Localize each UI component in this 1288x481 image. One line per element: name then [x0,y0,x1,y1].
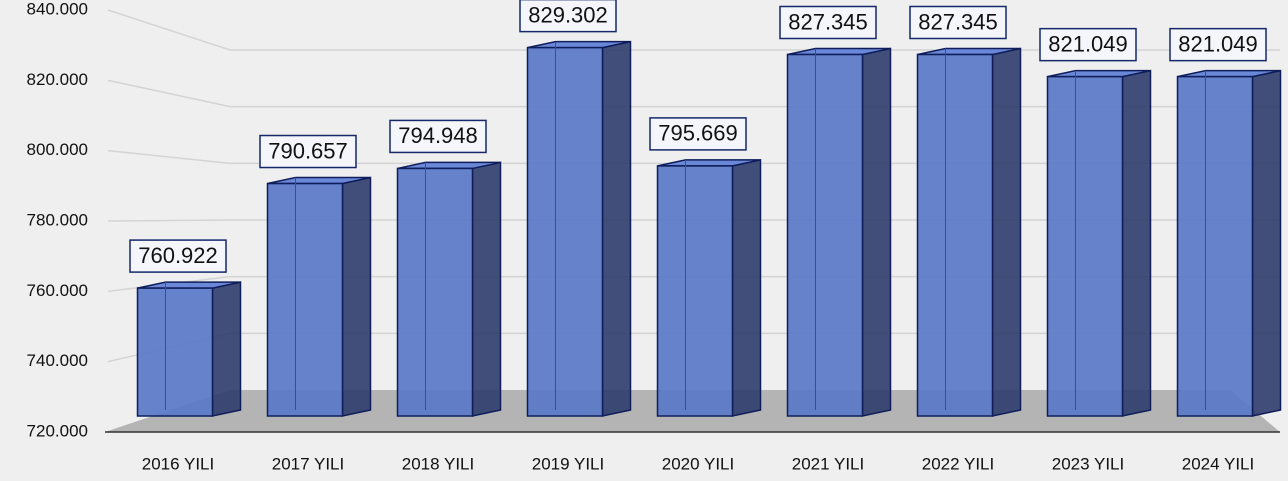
bar [656,165,734,417]
y-tick-label: 840.000 [27,0,88,18]
value-label: 795.669 [658,121,738,146]
bar-side [601,40,632,417]
bar [1046,75,1124,417]
bar [396,167,474,417]
x-tick-label: 2018 YILI [402,454,474,473]
bar [136,287,214,417]
x-tick-label: 2022 YILI [922,454,994,473]
value-label-box [1039,27,1137,62]
value-label: 829.302 [528,2,608,27]
value-label-box [389,119,487,154]
value-label: 760.922 [138,243,218,268]
y-tick-label: 720.000 [27,421,88,440]
bar [526,46,604,417]
x-tick-label: 2019 YILI [532,454,604,473]
value-label: 827.345 [788,9,868,34]
value-label: 821.049 [1178,31,1258,56]
value-label-box [909,5,1007,40]
value-label-box [519,0,617,33]
bar-side [991,47,1022,417]
value-label-box [1169,27,1267,62]
value-label: 794.948 [398,123,478,148]
x-tick-label: 2016 YILI [142,454,214,473]
grid-line [107,9,1280,51]
x-tick-label: 2017 YILI [272,454,344,473]
bar [916,53,994,417]
value-label-box [259,134,357,169]
bar [786,53,864,417]
y-tick-label: 760.000 [27,281,88,300]
value-label-box [649,117,747,151]
bar-side [341,176,372,417]
x-tick-label: 2024 YILI [1182,454,1254,473]
value-label: 790.657 [268,138,348,163]
bar-side [211,281,242,417]
y-tick-label: 740.000 [27,351,88,370]
bar-side [731,158,762,417]
value-label-box [779,5,877,40]
x-tick-label: 2021 YILI [792,454,864,473]
value-label: 821.049 [1048,31,1128,56]
value-label: 827.345 [918,9,998,34]
bar-side [1251,69,1282,417]
bar-side [861,47,892,417]
value-label-box [129,239,227,273]
y-tick-label: 820.000 [27,70,88,89]
bar [266,182,344,417]
y-tick-label: 780.000 [27,210,88,229]
y-tick-label: 800.000 [27,140,88,159]
bar-side [471,161,502,417]
x-tick-label: 2023 YILI [1052,454,1124,473]
bar [1176,75,1254,417]
bar-side [1121,69,1152,417]
x-tick-label: 2020 YILI [662,454,734,473]
